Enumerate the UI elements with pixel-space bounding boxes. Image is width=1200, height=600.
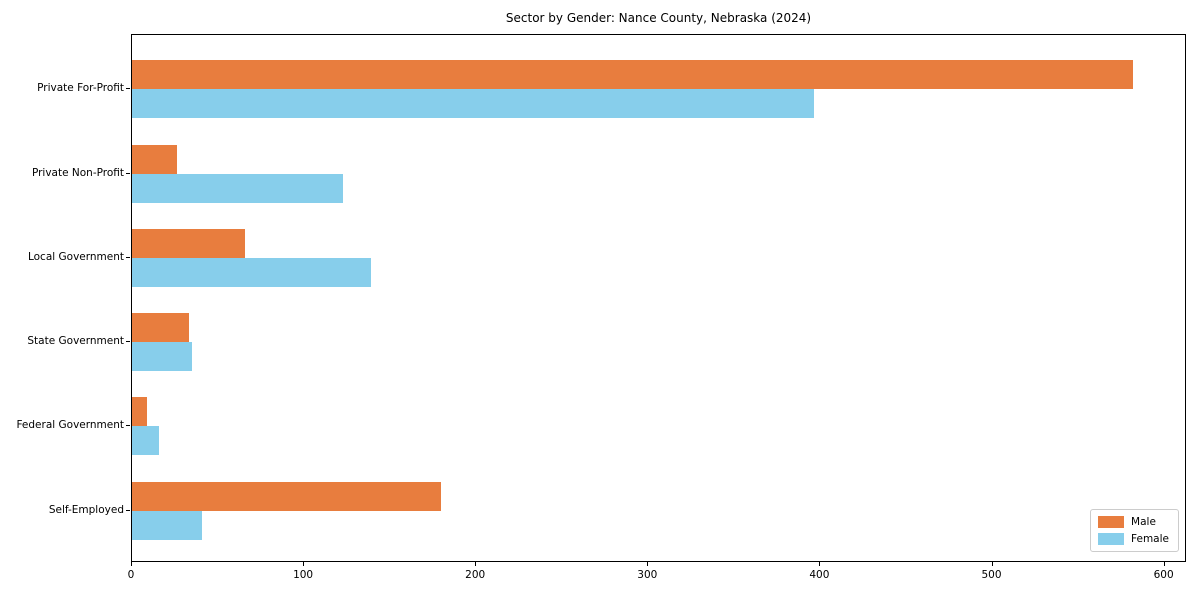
bar-female-self-employed: [132, 510, 203, 540]
bar-female-state-government: [132, 342, 193, 372]
y-label-federal-government: Federal Government: [16, 419, 124, 432]
legend-label-male: Male: [1131, 516, 1156, 528]
y-label-local-government: Local Government: [27, 250, 124, 263]
x-tick-mark: [475, 562, 477, 566]
y-label-state-government: State Government: [27, 335, 124, 348]
plot-area: Male Female: [131, 34, 1186, 562]
x-tick-label-500: 500: [981, 569, 1002, 581]
y-tick-mark: [126, 425, 130, 427]
bar-female-federal-government: [132, 426, 160, 456]
y-tick-mark: [126, 341, 130, 343]
bar-male-private-non-profit: [132, 144, 177, 174]
bar-female-private-non-profit: [132, 173, 344, 203]
y-label-private-non-profit: Private Non-Profit: [31, 166, 124, 179]
female-color-swatch: [1098, 533, 1125, 545]
x-tick-mark: [991, 562, 993, 566]
x-tick-label-600: 600: [1153, 569, 1174, 581]
y-axis-labels: Private For-Profit Private Non-Profit Loca…: [0, 34, 124, 562]
x-tick-label-400: 400: [809, 569, 830, 581]
x-tick-mark: [131, 562, 132, 566]
legend-entry-male: Male: [1098, 516, 1169, 528]
y-label-self-employed: Self-Employed: [48, 503, 124, 516]
x-tick-label-300: 300: [637, 569, 658, 581]
x-tick-mark: [647, 562, 649, 566]
y-tick-mark: [126, 256, 130, 258]
legend-label-female: Female: [1131, 533, 1169, 545]
bar-male-state-government: [132, 313, 189, 343]
y-tick-mark: [126, 172, 130, 174]
chart-title: Sector by Gender: Nance County, Nebraska…: [505, 11, 812, 25]
y-tick-mark: [126, 88, 130, 90]
x-tick-label-200: 200: [465, 569, 486, 581]
bar-female-private-for-profit: [132, 89, 814, 119]
y-label-private-for-profit: Private For-Profit: [37, 82, 124, 95]
y-tick-mark: [126, 509, 130, 511]
x-tick-label-0: 0: [127, 569, 135, 581]
x-axis: 0 100 200 300 400 500 600: [128, 562, 1186, 592]
male-color-swatch: [1098, 516, 1125, 528]
x-tick-mark: [303, 562, 305, 566]
x-tick-mark: [819, 562, 821, 566]
bar-male-federal-government: [132, 397, 148, 427]
legend: Male Female: [1090, 509, 1179, 552]
x-tick-label-100: 100: [293, 569, 314, 581]
legend-entry-female: Female: [1098, 533, 1169, 545]
bar-male-local-government: [132, 228, 246, 258]
bar-male-private-for-profit: [132, 60, 1134, 90]
bar-male-self-employed: [132, 481, 442, 511]
bar-female-local-government: [132, 257, 371, 287]
x-tick-mark: [1163, 562, 1165, 566]
